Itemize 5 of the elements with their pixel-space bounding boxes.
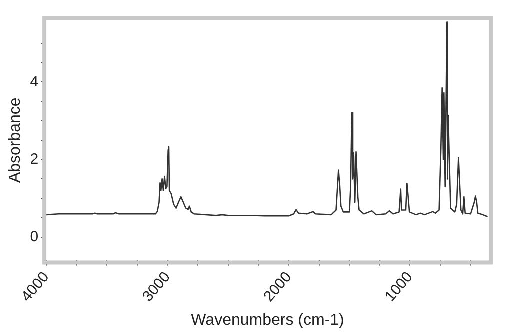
y-tick-label: 2 [30, 150, 39, 168]
y-axis-title: Absorbance [7, 98, 24, 184]
y-tick-label: 4 [30, 73, 39, 90]
y-tick-label: 0 [30, 228, 39, 246]
x-axis-title: Wavenumbers (cm-1) [191, 312, 344, 329]
